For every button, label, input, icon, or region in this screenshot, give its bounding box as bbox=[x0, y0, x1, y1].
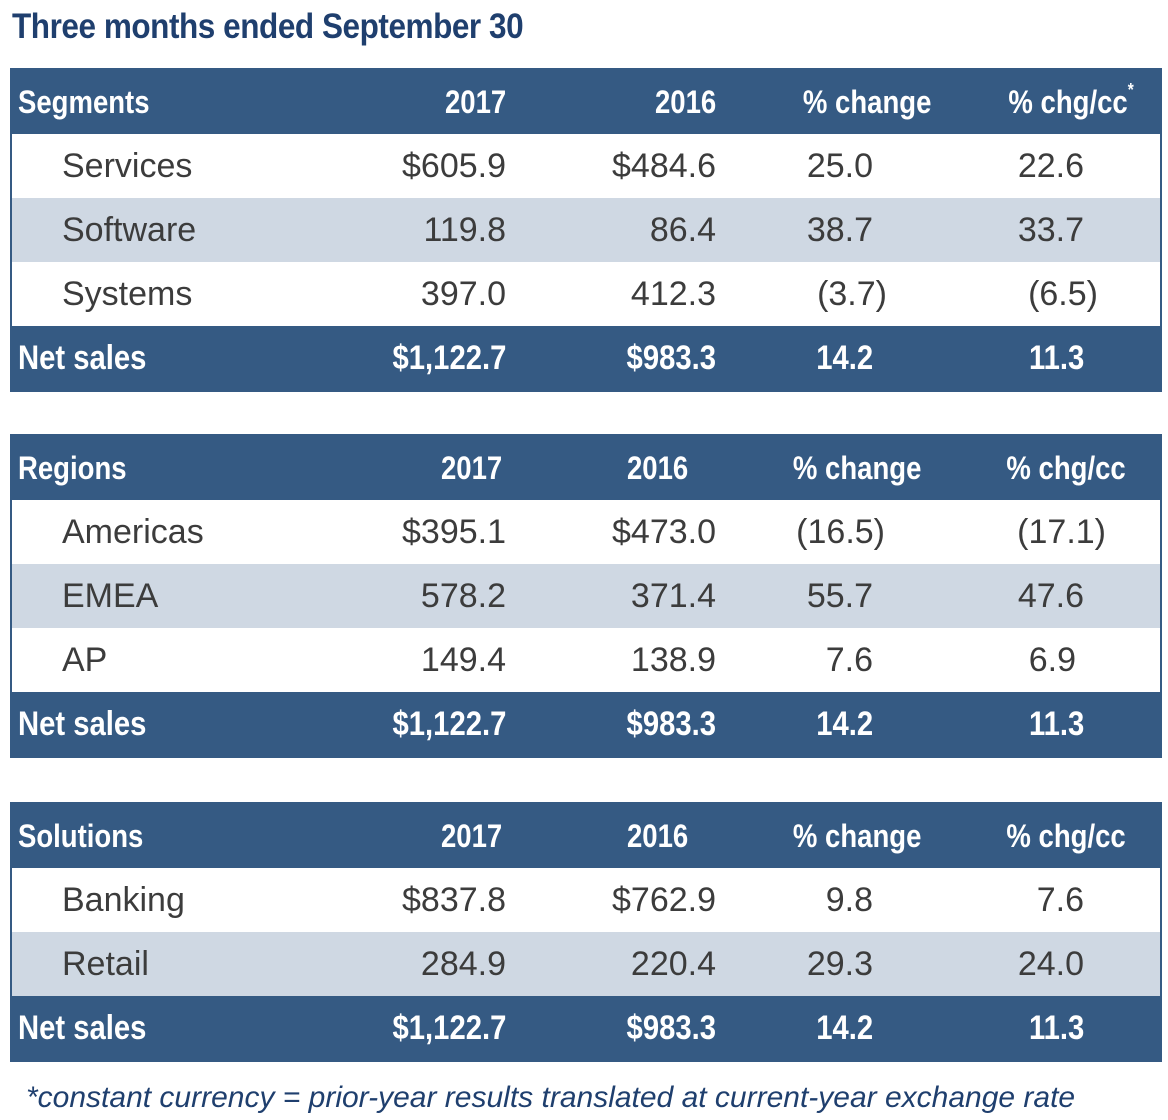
column-header-pct-chg-cc: % chg/cc bbox=[951, 803, 1161, 868]
total-label: Net sales bbox=[11, 996, 341, 1061]
cell-pct-chg-cc: 33.7 bbox=[951, 198, 1161, 262]
table-row: Banking $837.8 $762.9 9.8 7.6 bbox=[11, 868, 1161, 932]
cell-pct-change: 7.6 bbox=[825, 640, 873, 679]
cell-2016: 371.4 bbox=[536, 564, 746, 628]
total-2016: $983.3 bbox=[536, 692, 746, 757]
total-2016: $983.3 bbox=[536, 326, 746, 391]
segments-table: Segments 2017 2016 % change % chg/cc* Se… bbox=[10, 68, 1162, 392]
row-label: Services bbox=[62, 146, 193, 185]
cell-2017: $605.9 bbox=[402, 146, 506, 185]
cell-2016: 86.4 bbox=[536, 198, 746, 262]
table-header-row: Solutions 2017 2016 % change % chg/cc bbox=[11, 803, 1161, 868]
page-title: Three months ended September 30 bbox=[12, 7, 524, 46]
cell-2017: 149.4 bbox=[420, 640, 506, 679]
row-label: Americas bbox=[62, 512, 204, 551]
cell-pct-change: 55.7 bbox=[746, 564, 951, 628]
column-header-pct-change: % change bbox=[746, 803, 951, 868]
cell-2017: 284.9 bbox=[341, 932, 536, 996]
solutions-table: Solutions 2017 2016 % change % chg/cc Ba… bbox=[10, 802, 1162, 1062]
column-header-pct-chg-cc: % chg/cc* bbox=[951, 69, 1161, 134]
column-header-2016: 2016 bbox=[536, 435, 746, 500]
table-row: Americas $395.1 $473.0 (16.5) (17.1) bbox=[11, 500, 1161, 564]
table-row: Retail 284.9 220.4 29.3 24.0 bbox=[11, 932, 1161, 996]
column-header-pct-change: % change bbox=[746, 435, 951, 500]
total-2017: $1,122.7 bbox=[341, 692, 536, 757]
row-label: AP bbox=[62, 640, 108, 679]
cell-pct-change: 9.8 bbox=[825, 880, 873, 919]
column-header-category: Solutions bbox=[11, 803, 341, 868]
table-header-row: Regions 2017 2016 % change % chg/cc bbox=[11, 435, 1161, 500]
total-pct-chg-cc: 11.3 bbox=[951, 326, 1161, 391]
cell-2016: $484.6 bbox=[612, 146, 716, 185]
total-2017: $1,122.7 bbox=[341, 326, 536, 391]
cell-2016: 138.9 bbox=[630, 640, 716, 679]
cell-2017: 578.2 bbox=[341, 564, 536, 628]
cell-pct-chg-cc: (6.5) bbox=[1028, 274, 1098, 313]
total-pct-chg-cc: 11.3 bbox=[951, 692, 1161, 757]
total-pct-change: 14.2 bbox=[746, 692, 951, 757]
cell-2016: 220.4 bbox=[536, 932, 746, 996]
footnote-marker: * bbox=[1127, 79, 1134, 100]
total-pct-chg-cc: 11.3 bbox=[951, 996, 1161, 1061]
cell-2017: $837.8 bbox=[402, 880, 506, 919]
total-row: Net sales $1,122.7 $983.3 14.2 11.3 bbox=[11, 326, 1161, 391]
regions-table: Regions 2017 2016 % change % chg/cc Amer… bbox=[10, 434, 1162, 758]
cell-2016: 412.3 bbox=[630, 274, 716, 313]
row-label: Software bbox=[11, 198, 341, 262]
row-label: Banking bbox=[62, 880, 185, 919]
column-header-category: Segments bbox=[11, 69, 341, 134]
table-row: AP 149.4 138.9 7.6 6.9 bbox=[11, 628, 1161, 692]
cell-2016: $762.9 bbox=[612, 880, 716, 919]
cell-pct-chg-cc: 24.0 bbox=[951, 932, 1161, 996]
row-label: EMEA bbox=[11, 564, 341, 628]
cell-pct-chg-cc: 7.6 bbox=[1036, 880, 1084, 919]
column-header-2017: 2017 bbox=[341, 435, 536, 500]
cell-pct-chg-cc: 22.6 bbox=[1017, 146, 1084, 185]
table-row: Systems 397.0 412.3 (3.7) (6.5) bbox=[11, 262, 1161, 326]
table-header-row: Segments 2017 2016 % change % chg/cc* bbox=[11, 69, 1161, 134]
cell-pct-change: (3.7) bbox=[817, 274, 887, 313]
total-row: Net sales $1,122.7 $983.3 14.2 11.3 bbox=[11, 996, 1161, 1061]
cell-pct-chg-cc: (17.1) bbox=[1017, 512, 1106, 551]
cell-pct-change: 29.3 bbox=[746, 932, 951, 996]
column-header-category: Regions bbox=[11, 435, 341, 500]
cell-2017: 397.0 bbox=[420, 274, 506, 313]
cell-pct-chg-cc: 6.9 bbox=[1028, 640, 1076, 679]
total-2017: $1,122.7 bbox=[341, 996, 536, 1061]
total-pct-change: 14.2 bbox=[746, 326, 951, 391]
cell-pct-chg-cc: 47.6 bbox=[951, 564, 1161, 628]
total-label: Net sales bbox=[11, 692, 341, 757]
footnote: *constant currency = prior-year results … bbox=[26, 1081, 1076, 1114]
column-header-2016: 2016 bbox=[536, 803, 746, 868]
row-label: Systems bbox=[62, 274, 193, 313]
total-label: Net sales bbox=[11, 326, 341, 391]
total-row: Net sales $1,122.7 $983.3 14.2 11.3 bbox=[11, 692, 1161, 757]
cell-2017: 119.8 bbox=[341, 198, 536, 262]
column-header-2016: 2016 bbox=[536, 69, 746, 134]
cell-pct-change: 38.7 bbox=[746, 198, 951, 262]
table-row: Services $605.9 $484.6 25.0 22.6 bbox=[11, 134, 1161, 198]
cell-pct-change: 25.0 bbox=[806, 146, 873, 185]
column-header-2017: 2017 bbox=[341, 803, 536, 868]
total-2016: $983.3 bbox=[536, 996, 746, 1061]
table-row: EMEA 578.2 371.4 55.7 47.6 bbox=[11, 564, 1161, 628]
cell-2016: $473.0 bbox=[612, 512, 716, 551]
cell-pct-change: (16.5) bbox=[796, 512, 885, 551]
total-pct-change: 14.2 bbox=[746, 996, 951, 1061]
column-header-2017: 2017 bbox=[341, 69, 536, 134]
cell-2017: $395.1 bbox=[402, 512, 506, 551]
column-header-pct-change: % change bbox=[746, 69, 951, 134]
row-label: Retail bbox=[11, 932, 341, 996]
column-header-pct-chg-cc: % chg/cc bbox=[951, 435, 1161, 500]
table-row: Software 119.8 86.4 38.7 33.7 bbox=[11, 198, 1161, 262]
